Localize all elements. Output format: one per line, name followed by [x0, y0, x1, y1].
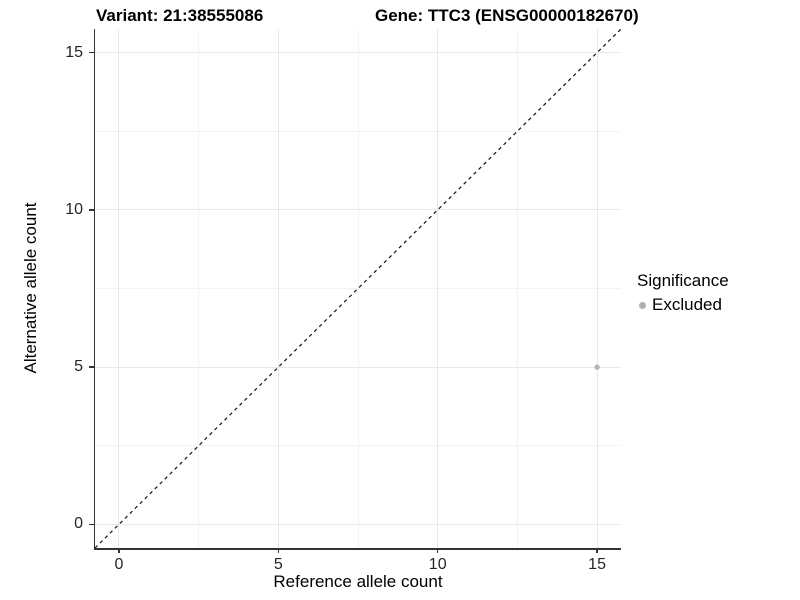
x-tick — [277, 548, 280, 553]
y-axis-line — [93, 29, 95, 550]
y-tick-label: 0 — [74, 515, 83, 533]
y-tick — [88, 366, 94, 368]
legend-title: Significance — [637, 271, 729, 290]
x-tick-label: 10 — [428, 556, 447, 573]
x-tick-label: 0 — [114, 556, 124, 573]
y-tick-label: 10 — [65, 200, 83, 218]
x-axis-title: Reference allele count — [273, 572, 443, 591]
gridline-y-major — [95, 523, 621, 525]
legend: Significance Excluded — [637, 271, 729, 315]
gridline-x-major — [596, 29, 598, 548]
plot-panel — [94, 28, 622, 549]
legend-item-label: Excluded — [652, 295, 722, 314]
gridline-y-major — [95, 209, 621, 211]
gridline-y-minor — [95, 130, 621, 132]
y-tick — [88, 51, 94, 54]
x-tick-label: 5 — [273, 556, 283, 573]
y-tick — [88, 209, 94, 211]
legend-key-dot-icon — [639, 301, 646, 309]
gridline-x-major — [118, 29, 120, 548]
gridline-y-minor — [95, 445, 621, 447]
x-tick — [596, 548, 598, 553]
plot-overlay — [94, 28, 622, 549]
gridline-x-major — [437, 29, 439, 548]
gridline-x-major — [277, 29, 279, 548]
x-tick — [436, 548, 439, 553]
legend-item-excluded: Excluded — [637, 295, 729, 315]
identity-line — [94, 28, 622, 549]
gene-title: Gene: TTC3 (ENSG00000182670) — [375, 6, 639, 25]
gridline-y-minor — [95, 288, 621, 289]
x-axis-line — [93, 548, 621, 550]
x-tick — [118, 548, 120, 553]
data-point — [594, 364, 600, 370]
y-axis-title: Alternative allele count — [21, 202, 40, 374]
y-tick-label: 15 — [65, 43, 83, 61]
y-tick-label: 5 — [74, 358, 83, 376]
variant-title: Variant: 21:38555086 — [96, 6, 264, 25]
gridline-y-major — [95, 52, 621, 54]
x-tick-label: 15 — [588, 556, 606, 573]
gridline-y-major — [95, 366, 621, 368]
y-tick — [88, 523, 94, 526]
